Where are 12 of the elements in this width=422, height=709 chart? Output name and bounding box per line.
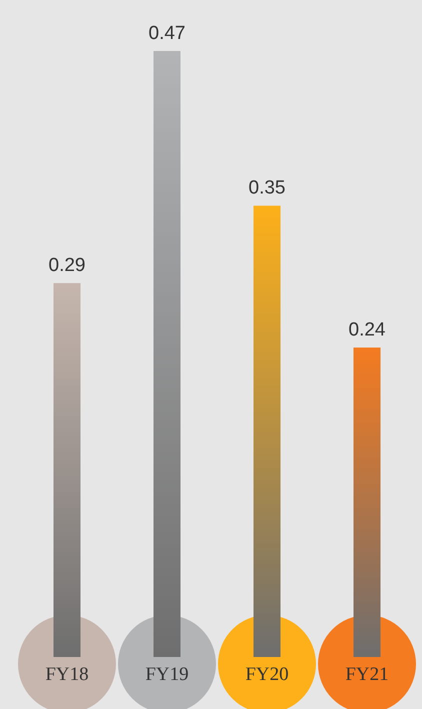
bar bbox=[54, 283, 80, 657]
x-tick-label: FY18 bbox=[45, 664, 89, 685]
data-label: 0.47 bbox=[148, 23, 186, 44]
data-label: 0.29 bbox=[48, 255, 86, 276]
data-label: 0.24 bbox=[348, 320, 386, 341]
x-tick-label: FY19 bbox=[145, 664, 189, 685]
x-tick-label: FY20 bbox=[245, 664, 289, 685]
bar bbox=[354, 348, 380, 657]
x-tick-label: FY21 bbox=[345, 664, 389, 685]
bar bbox=[254, 206, 280, 657]
bar bbox=[154, 51, 180, 657]
data-label: 0.35 bbox=[248, 178, 286, 199]
